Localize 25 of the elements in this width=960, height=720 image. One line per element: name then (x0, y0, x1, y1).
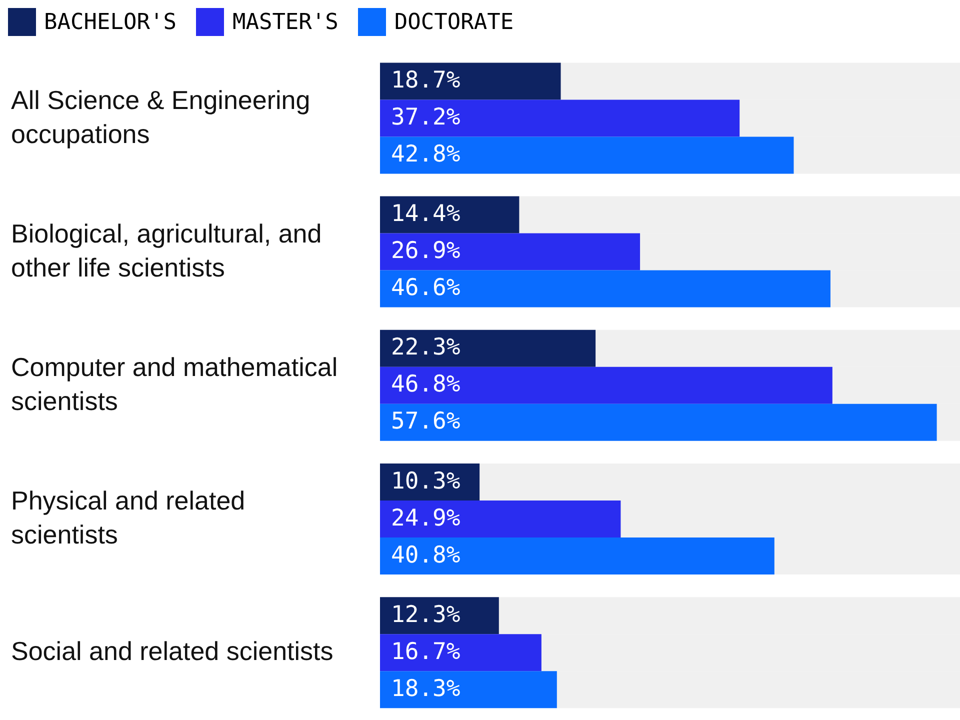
y-tick-label: All Science & Engineering occupations (11, 84, 310, 149)
data-label: 18.7% (391, 67, 460, 94)
data-label: 14.4% (391, 201, 460, 228)
data-label: 46.8% (391, 372, 460, 398)
y-tick-label: Social and related scientists (11, 636, 334, 666)
data-label: 22.3% (391, 334, 460, 361)
bar (380, 196, 520, 234)
data-label: 40.8% (391, 542, 460, 568)
legend-label: MASTER'S (232, 10, 338, 34)
data-label: 42.8% (391, 141, 460, 168)
data-label: 10.3% (391, 468, 460, 494)
y-tick-label: Computer and mathematical scientists (11, 352, 338, 416)
data-label: 37.2% (391, 104, 460, 130)
data-label: 57.6% (391, 408, 460, 435)
y-tick-label: Biological, agricultural, and other life scientists (11, 218, 322, 282)
data-label: 18.3% (391, 676, 460, 702)
bar (380, 597, 499, 634)
data-label: 26.9% (391, 238, 460, 264)
data-label: 24.9% (391, 505, 460, 532)
legend-label: BACHELOR'S (44, 10, 176, 34)
data-label: 12.3% (391, 602, 460, 628)
legend-label: DOCTORATE (394, 10, 514, 34)
data-label: 16.7% (391, 638, 460, 665)
y-tick-label: Physical and related scientists (11, 485, 246, 550)
data-label: 46.6% (391, 275, 460, 302)
